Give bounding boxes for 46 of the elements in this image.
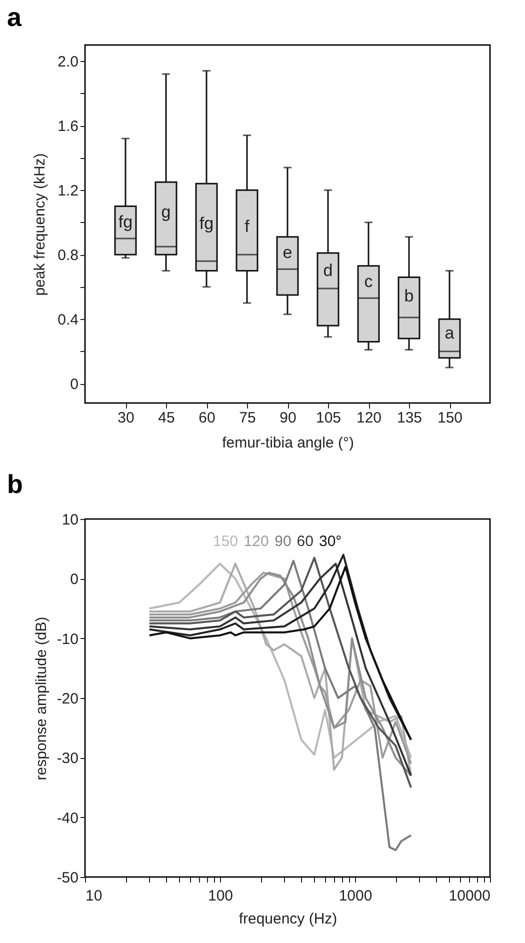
chart-title: a: [7, 2, 22, 32]
annotation: fg: [118, 212, 133, 232]
series-label: 30°: [319, 533, 342, 550]
x-tick-label: 100: [208, 888, 234, 904]
x-tick-label: 10000: [448, 888, 490, 904]
annotation: e: [282, 243, 292, 262]
annotation: g: [161, 202, 171, 222]
y-tick-label: 0: [70, 571, 78, 588]
y-tick-label: 1.6: [58, 118, 78, 136]
x-axis-title: femur-tibia angle (°): [222, 434, 354, 452]
x-tick-label: 75: [239, 410, 256, 426]
y-axis-title: peak frequency (kHz): [32, 153, 49, 296]
x-tick-label: 45: [158, 410, 175, 426]
y-tick-label: -20: [56, 690, 78, 708]
annotation: a: [444, 324, 455, 343]
y-tick-label: -40: [56, 810, 78, 827]
annotation: d: [323, 260, 333, 280]
x-tick-label: 60: [198, 410, 216, 426]
x-tick-label: 105: [316, 410, 342, 426]
x-tick-label: 10: [86, 888, 102, 904]
x-tick-label: 90: [280, 410, 296, 426]
series-label: 150: [213, 533, 238, 550]
x-tick-label: 135: [396, 410, 422, 426]
y-tick-label: 0.8: [58, 247, 78, 264]
annotation: fg: [199, 214, 214, 233]
y-tick-label: 1.2: [58, 182, 78, 200]
annotation: b: [404, 286, 414, 306]
series-label: 90: [274, 533, 292, 550]
x-tick-label: 1000: [338, 888, 372, 904]
series-label: 120: [244, 533, 269, 550]
x-tick-label: 30: [118, 410, 134, 426]
annotation: c: [364, 272, 374, 292]
y-tick-label: 10: [62, 512, 78, 528]
y-tick-label: -50: [56, 870, 78, 886]
x-tick-label: 120: [356, 410, 382, 426]
x-axis-title: frequency (Hz): [238, 910, 338, 928]
y-axis-title: response amplitude (dB): [32, 616, 50, 780]
y-tick-label: -30: [56, 750, 78, 768]
series-label: 60: [296, 533, 314, 550]
y-tick-label: 0.4: [58, 312, 78, 329]
annotation: f: [244, 217, 250, 236]
x-tick-label: 150: [437, 410, 463, 426]
y-tick-label: 2.0: [58, 54, 78, 71]
y-tick-label: 0: [70, 376, 78, 394]
y-tick-label: -10: [56, 630, 78, 648]
chart-title: b: [7, 469, 23, 499]
